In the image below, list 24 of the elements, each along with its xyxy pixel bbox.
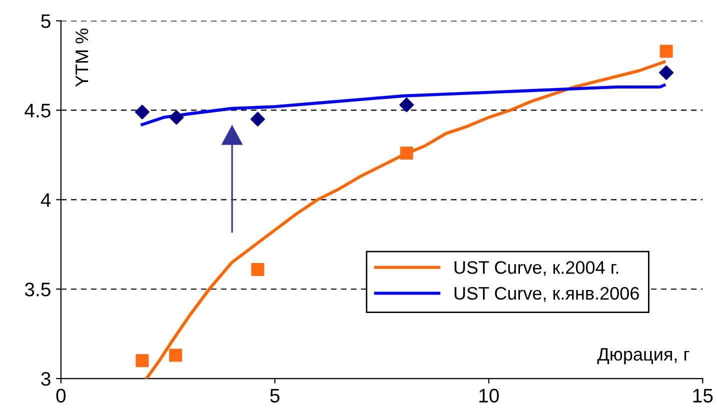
point: [169, 348, 182, 362]
y-axis-title: YTM %: [76, 28, 88, 87]
point: [134, 104, 150, 120]
legend-label: UST Curve, к.янв.2006: [454, 286, 639, 302]
point: [659, 65, 674, 80]
y-tick-label: 5: [41, 14, 50, 28]
x-tick-label: 15: [693, 388, 713, 403]
x-tick-label: 0: [56, 388, 66, 403]
legend-label: UST Curve, к.2004 г.: [454, 261, 618, 276]
x-tick-label: 10: [479, 388, 499, 403]
line-series: [140, 84, 666, 126]
y-tick-label: 3.5: [24, 282, 50, 296]
point: [660, 44, 673, 58]
point: [250, 112, 266, 126]
y-tick-label: 4.5: [24, 104, 50, 118]
y-tick-label: 3: [41, 372, 50, 386]
point: [169, 110, 184, 125]
point: [136, 354, 149, 368]
x-tick-label: 5: [270, 388, 280, 403]
point: [251, 262, 264, 276]
point: [400, 146, 414, 160]
y-tick-label: 4: [40, 193, 51, 207]
x-axis-title: Дюрация, г: [597, 348, 690, 364]
point: [399, 98, 414, 112]
